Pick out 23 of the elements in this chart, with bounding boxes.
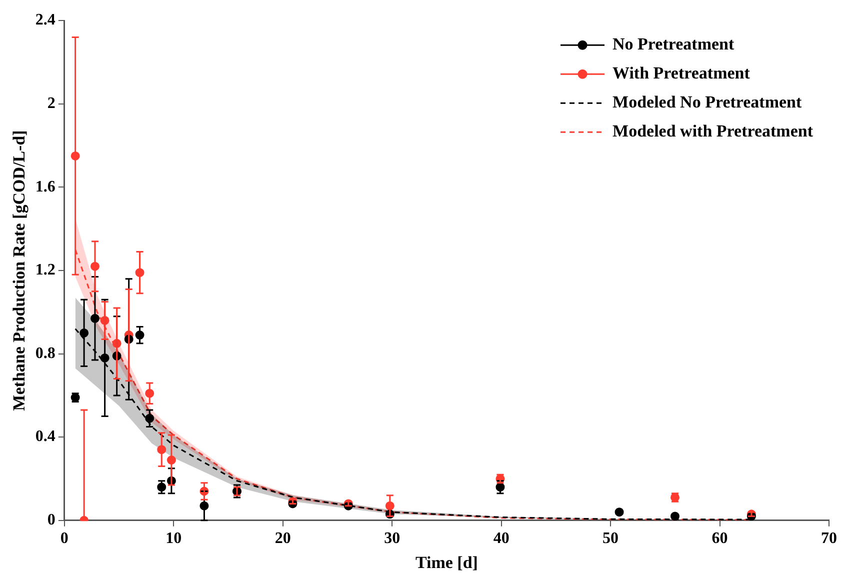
y-tick-label: 0.4 bbox=[35, 428, 56, 446]
x-tick-label: 20 bbox=[274, 530, 291, 548]
y-tick-label: 1.2 bbox=[35, 262, 56, 279]
x-tick-label: 50 bbox=[602, 530, 619, 548]
point bbox=[614, 508, 624, 517]
y-tick-label: 2.4 bbox=[35, 12, 56, 29]
x-tick-label: 30 bbox=[384, 530, 400, 548]
x-tick-label: 40 bbox=[493, 530, 510, 548]
x-axis-title: Time [d] bbox=[415, 553, 478, 572]
x-tick-label: 10 bbox=[166, 530, 182, 548]
legend-label: With Pretreatment bbox=[612, 63, 750, 82]
y-tick-label: 1.6 bbox=[35, 178, 56, 196]
legend-label: Modeled No Pretreatment bbox=[612, 92, 802, 112]
y-tick-label: 2 bbox=[47, 95, 56, 112]
x-tick-label: 70 bbox=[821, 530, 837, 548]
point bbox=[670, 512, 680, 520]
y-tick-label: 0 bbox=[47, 512, 56, 529]
x-tick-label: 0 bbox=[60, 530, 68, 548]
legend-label: Modeled with Pretreatment bbox=[612, 121, 814, 140]
y-tick-label: 0.8 bbox=[35, 344, 56, 362]
y-axis-title: Methane Production Rate [gCOD/L-d] bbox=[10, 130, 29, 411]
x-tick-label: 60 bbox=[712, 530, 728, 548]
legend-label: No Pretreatment bbox=[612, 34, 734, 54]
